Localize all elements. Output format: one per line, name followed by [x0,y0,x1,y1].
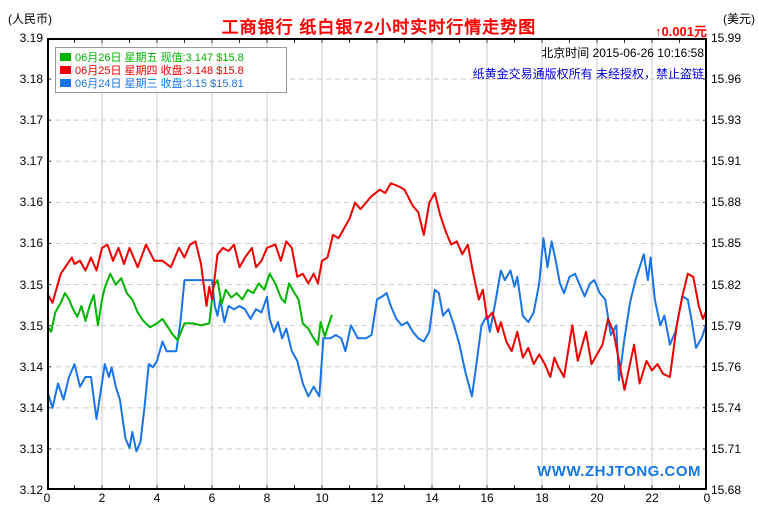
x-axis-label: 0 [703,491,711,505]
legend-label: 06月26日 星期五 现值:3.147 $15.8 [75,51,244,64]
y-axis-label-left: 3.15 [19,318,43,333]
x-axis-label: 4 [153,491,161,505]
x-axis-label: 20 [590,491,604,505]
x-axis-label: 18 [535,491,549,505]
y-axis-label-left: 3.14 [19,400,43,415]
y-axis-label-right: 15.74 [711,400,742,415]
legend-row: 06月26日 星期五 现值:3.147 $15.8 [60,50,282,64]
price-chart-plot [47,38,707,490]
y-axis-label-right: 15.85 [711,236,742,251]
tick-size-note: ↑0.001元 [654,24,707,39]
x-axis-label: 0 [43,491,51,505]
y-axis-label-left: 3.14 [19,359,43,374]
green-swatch-icon [60,52,71,61]
x-axis-label: 16 [480,491,494,505]
y-axis-label-right: 15.79 [711,318,742,333]
y-axis-label-left: 3.19 [19,31,43,45]
y-axis-label-right: 15.93 [711,113,742,128]
y-axis-label-left: 3.15 [19,277,43,292]
series-line-0 [47,272,333,346]
beijing-time-stamp: 北京时间 2015-06-26 10:16:58 [541,46,704,60]
x-axis-label: 14 [425,491,439,505]
y-axis-label-right: 15.68 [711,483,742,497]
y-axis-label-left: 3.13 [19,441,43,456]
legend-label: 06月24日 星期三 收盘:3.15 $15.81 [75,77,244,90]
y-axis-label-left: 3.18 [19,72,43,87]
y-axis-label-left: 3.12 [19,483,43,497]
left-axis-unit-label: (人民币) [8,12,52,26]
y-axis-label-left: 3.17 [19,154,43,169]
page-title: 工商银行 纸白银72小时实时行情走势图 [221,18,537,37]
blue-swatch-icon [60,78,71,87]
series-line-1 [47,182,707,391]
x-axis-label: 8 [263,491,271,505]
x-axis-label: 10 [315,491,329,505]
copyright-notice: 纸黄金交易通版权所有 未经授权，禁止盗链 [472,67,704,81]
y-axis-label-right: 15.96 [711,72,742,87]
y-axis-label-right: 15.91 [711,154,742,169]
y-axis-label-left: 3.16 [19,236,43,251]
x-axis-label: 22 [645,491,659,505]
legend-row: 06月24日 星期三 收盘:3.15 $15.81 [60,76,282,90]
y-axis-label-right: 15.99 [711,31,742,45]
red-swatch-icon [60,65,71,74]
legend-label: 06月25日 星期四 收盘:3.148 $15.8 [75,64,244,77]
y-axis-label-left: 3.17 [19,113,43,128]
site-watermark: WWW.ZHJTONG.COM [537,463,701,480]
y-axis-label-left: 3.16 [19,195,43,210]
y-axis-label-right: 15.88 [711,195,742,210]
series-line-2 [47,237,707,453]
legend-box: 06月26日 星期五 现值:3.147 $15.8 06月25日 星期四 收盘:3… [55,47,287,93]
plot-border [47,38,707,490]
x-axis-label: 6 [208,491,216,505]
legend-row: 06月25日 星期四 收盘:3.148 $15.8 [60,63,282,77]
x-axis-label: 12 [370,491,384,505]
y-axis-label-right: 15.76 [711,359,742,374]
x-axis-label: 2 [98,491,106,505]
y-axis-label-right: 15.82 [711,277,742,292]
y-axis-label-right: 15.71 [711,441,742,456]
right-axis-unit-label: (美元) [723,12,755,26]
